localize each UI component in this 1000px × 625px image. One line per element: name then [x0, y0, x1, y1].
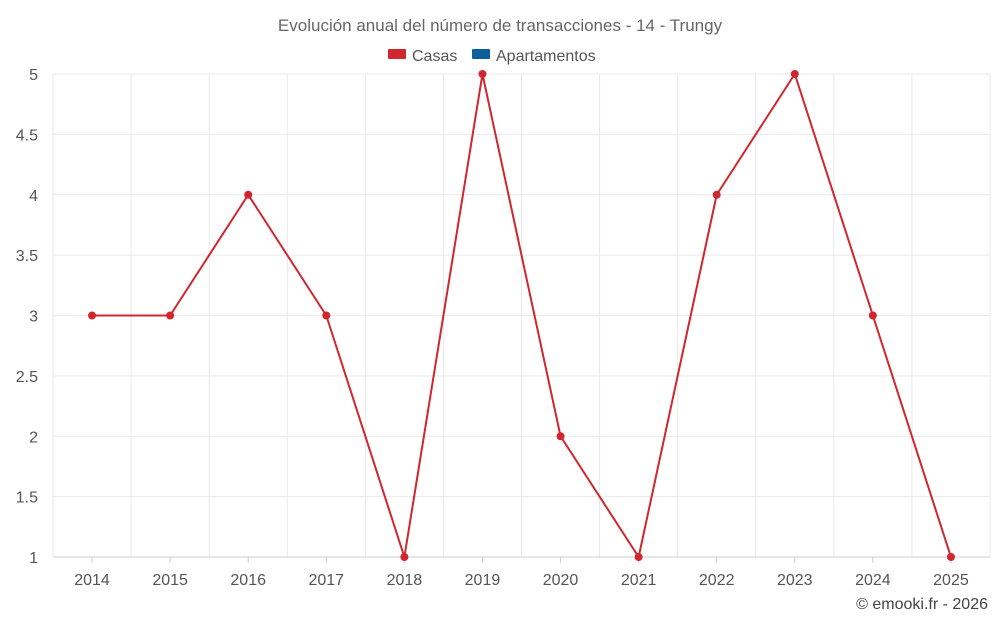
x-tick-label: 2018: [387, 572, 423, 589]
y-tick-label: 3.5: [16, 248, 38, 265]
x-tick-label: 2023: [777, 572, 813, 589]
axes: 1 1.5 2 2.5 3 3.5 4 4.5 5 2014 2015 2016 2017 2018 201…: [16, 67, 990, 589]
data-point-casas[interactable]: [88, 311, 97, 320]
data-point-casas[interactable]: [634, 553, 643, 561]
data-point-casas[interactable]: [322, 311, 331, 320]
data-point-casas[interactable]: [712, 190, 721, 199]
credit-text: © emooki.fr - 2026: [856, 596, 988, 613]
x-tick-label: 2024: [855, 572, 891, 589]
x-tick-label: 2016: [230, 572, 266, 589]
x-tick-label: 2019: [465, 572, 501, 589]
x-tick-label: 2021: [621, 572, 657, 589]
data-point-casas[interactable]: [946, 553, 955, 561]
y-tick-label: 5: [29, 67, 38, 84]
legend: Casas Apartamentos: [388, 48, 596, 65]
legend-label-casas: Casas: [412, 48, 457, 65]
series-layer: [88, 70, 955, 561]
data-point-casas[interactable]: [400, 553, 409, 561]
y-tick-label: 4.5: [16, 127, 38, 144]
y-tick-label: 4: [29, 188, 38, 205]
chart-title: Evolución anual del número de transaccio…: [278, 16, 723, 35]
data-point-casas[interactable]: [790, 70, 799, 78]
legend-item-casas[interactable]: Casas: [388, 48, 457, 65]
y-tick-label: 2.5: [16, 369, 38, 386]
x-tick-label: 2015: [152, 572, 188, 589]
data-point-casas[interactable]: [244, 190, 253, 199]
data-point-casas[interactable]: [868, 311, 877, 320]
legend-swatch-apartamentos: [472, 49, 490, 59]
x-tick-label: 2014: [74, 572, 110, 589]
x-tick-label: 2025: [933, 572, 969, 589]
legend-item-apartamentos[interactable]: Apartamentos: [472, 48, 596, 65]
y-tick-label: 3: [29, 309, 38, 326]
legend-swatch-casas: [388, 49, 406, 59]
x-tick-label: 2022: [699, 572, 735, 589]
y-tick-label: 2: [29, 429, 38, 446]
grid: [52, 73, 991, 557]
data-point-casas[interactable]: [166, 311, 175, 320]
y-tick-label: 1: [29, 550, 38, 567]
x-tick-label: 2020: [543, 572, 579, 589]
data-point-casas[interactable]: [478, 70, 487, 78]
x-tick-label: 2017: [308, 572, 344, 589]
series-line-casas: [92, 73, 952, 558]
y-tick-label: 1.5: [16, 490, 38, 507]
data-point-casas[interactable]: [556, 432, 565, 441]
legend-label-apartamentos: Apartamentos: [496, 48, 596, 65]
